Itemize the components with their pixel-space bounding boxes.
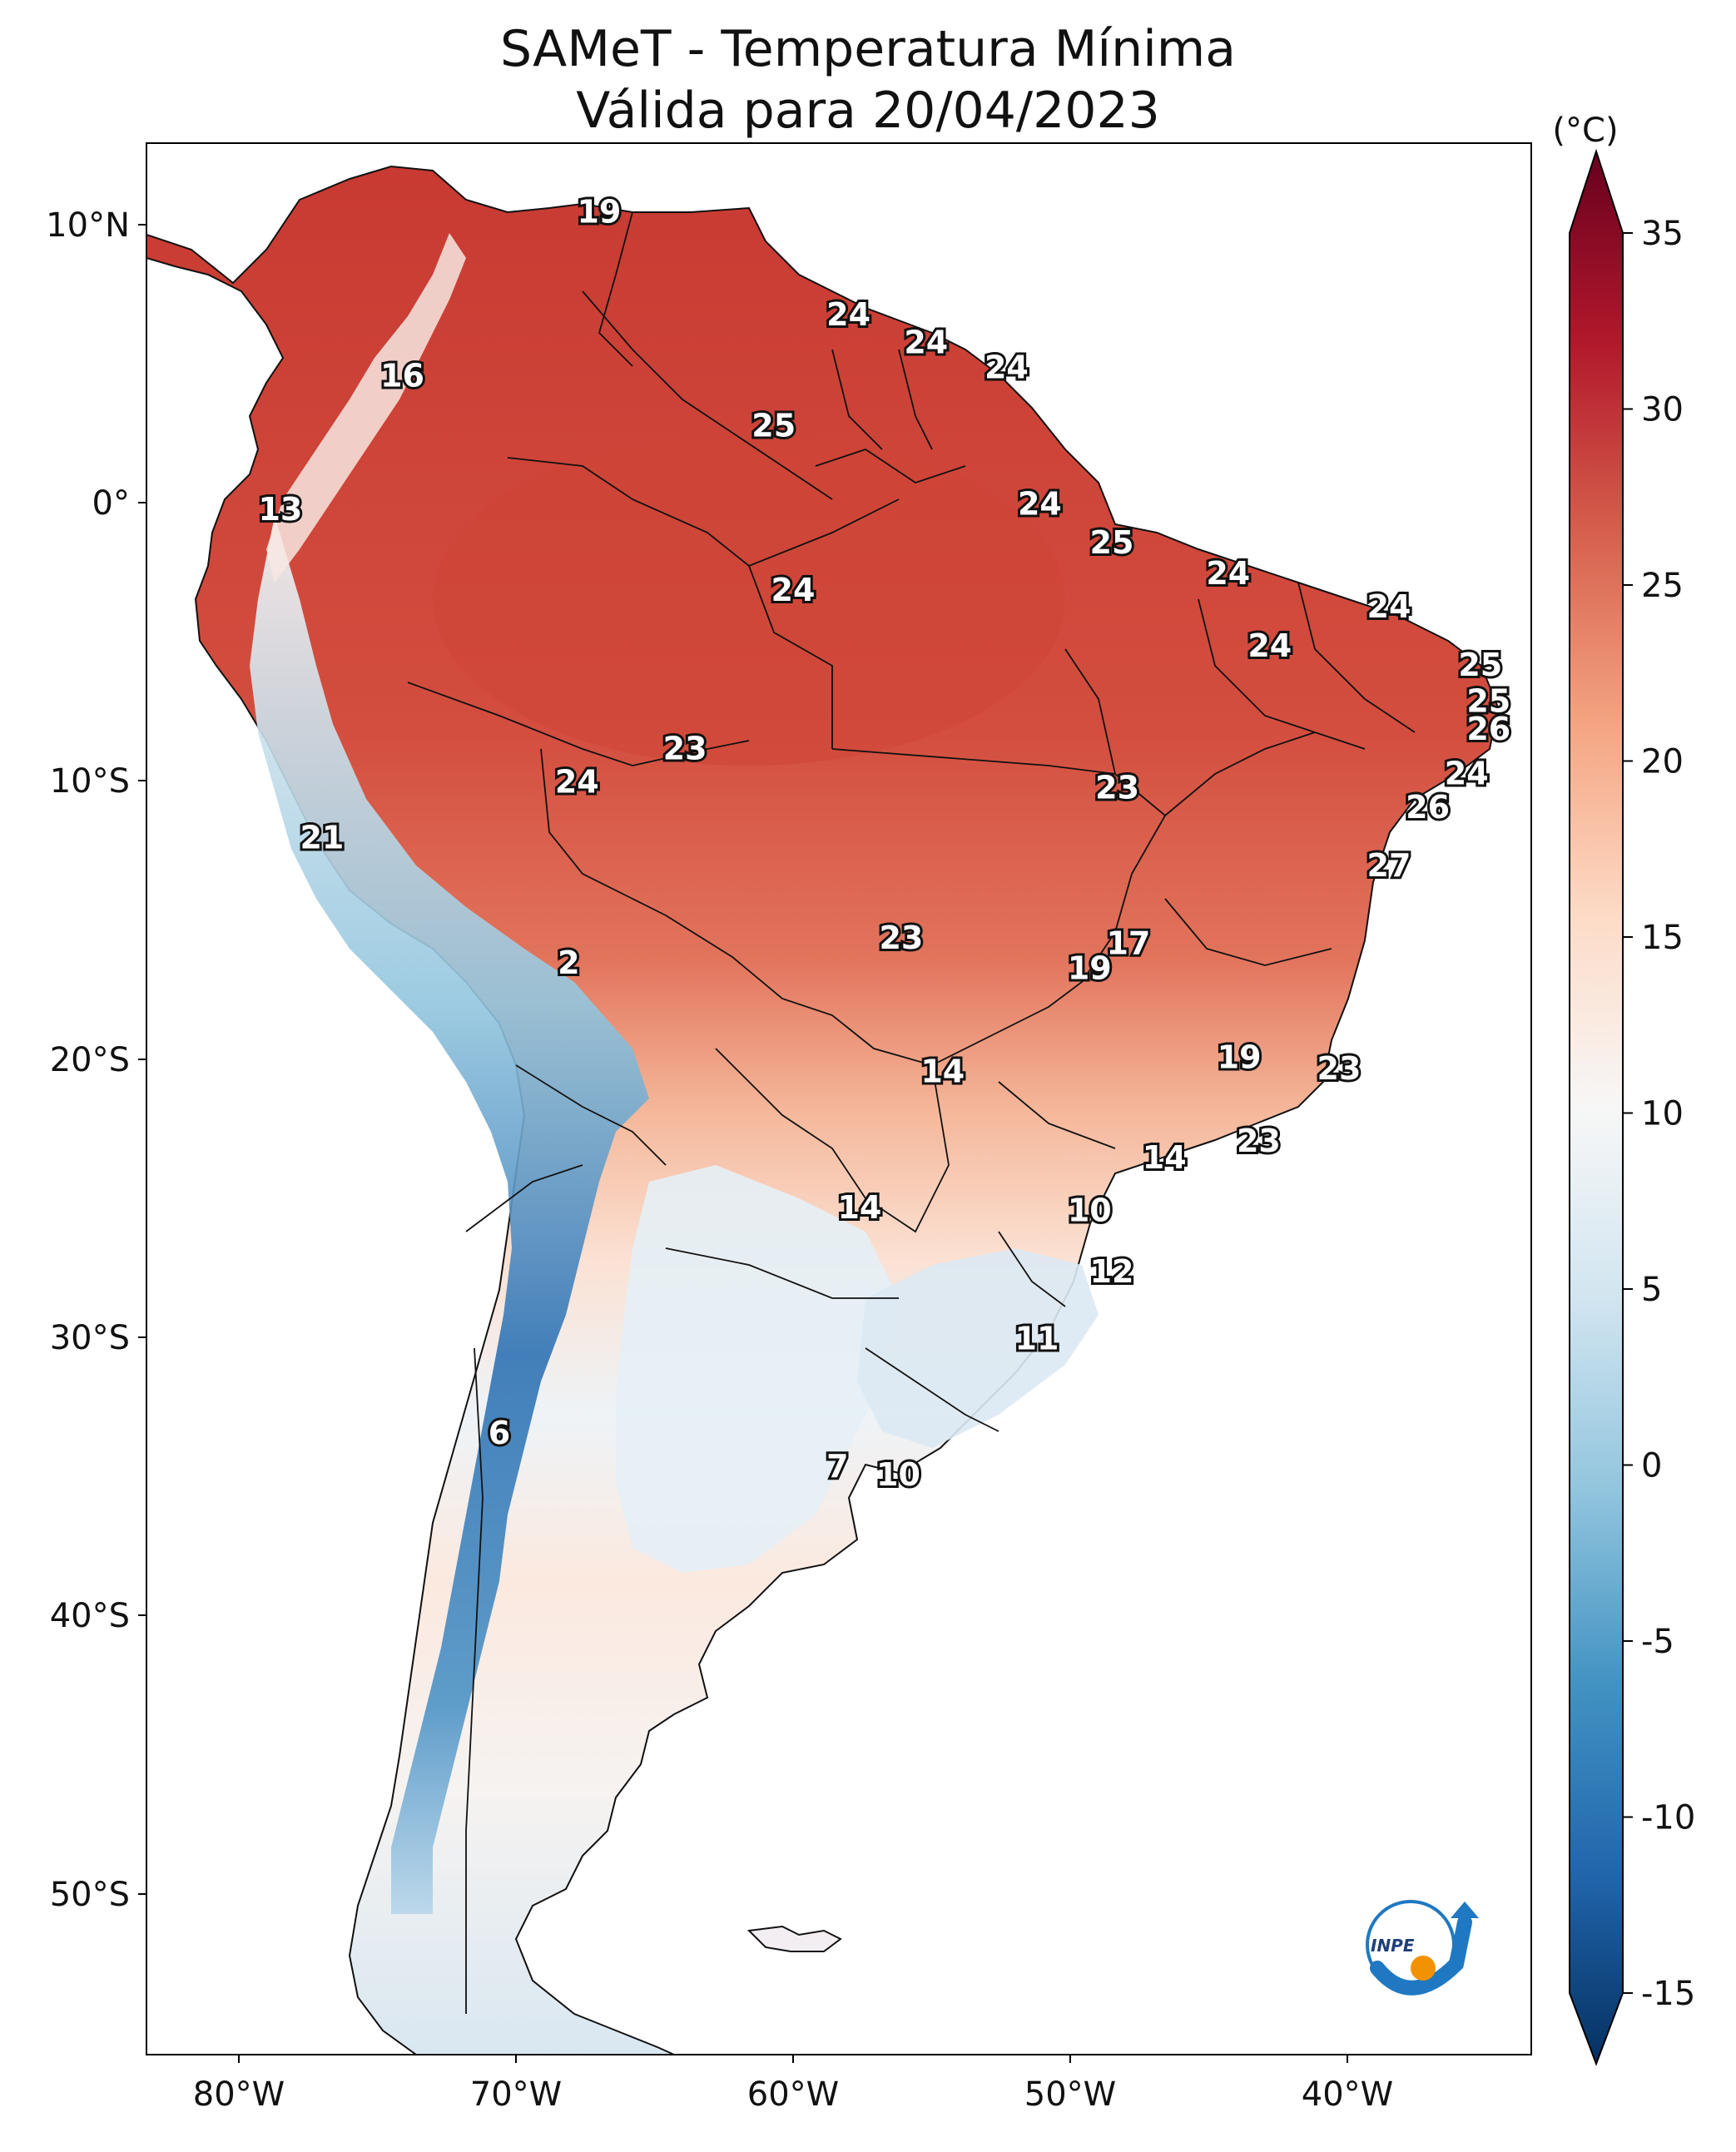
station-temperature-label: 23 — [1237, 1123, 1281, 1159]
station-temperature-label: 14 — [920, 1053, 965, 1089]
station-temperature-label: 2 — [558, 945, 579, 981]
colorbar-tick-label: 0 — [1641, 1447, 1662, 1485]
station-temperature-label: 23 — [663, 731, 707, 767]
title-line-1: SAMeT - Temperatura Mínima — [499, 20, 1237, 78]
station-temperature-label: 24 — [555, 764, 599, 801]
map-title: SAMeT - Temperatura Mínima Válida para 2… — [0, 18, 1736, 141]
station-temperature-label: 25 — [751, 408, 796, 444]
lon-label-80w: 80°W — [193, 2075, 285, 2114]
lat-label-30s: 30°S — [50, 1319, 130, 1357]
station-temperature-label: 26 — [1406, 789, 1450, 826]
lon-label-50w: 50°W — [1024, 2075, 1116, 2114]
station-temperature-label: 23 — [1095, 769, 1139, 806]
colorbar-tick-label: 5 — [1641, 1271, 1662, 1309]
colorbar-body — [1569, 148, 1624, 2066]
lon-label-70w: 70°W — [470, 2075, 562, 2114]
station-temperature-label: 13 — [258, 491, 302, 528]
colorbar-tick-label: -15 — [1641, 1975, 1695, 2013]
colorbar-tick-label: 30 — [1641, 391, 1684, 429]
station-temperature-label: 24 — [826, 296, 870, 333]
station-temperature-label: 23 — [879, 920, 923, 956]
colorbar-tick-label: 25 — [1641, 567, 1684, 605]
station-temperature-label: 7 — [826, 1448, 848, 1485]
lat-label-50s: 50°S — [50, 1876, 130, 1914]
station-temperature-label: 12 — [1090, 1253, 1134, 1290]
station-temperature-label: 23 — [1317, 1050, 1362, 1087]
colorbar-ticks: 35 30 25 20 15 10 5 0 -5 -10 -15 — [1623, 215, 1695, 2013]
station-temperature-label: 24 — [1018, 485, 1062, 522]
station-temperature-label: 14 — [837, 1189, 881, 1226]
station-temperature-label: 25 — [1466, 683, 1510, 720]
southern-brazil-cool-patch — [857, 1248, 1099, 1448]
colorbar: (°C) 35 30 25 20 15 10 5 0 -5 -10 -15 — [1552, 112, 1695, 2066]
falkland-islands — [746, 1925, 842, 1952]
colorbar-unit: (°C) — [1552, 112, 1618, 150]
station-temperature-label: 19 — [1218, 1039, 1262, 1076]
station-temperature-label: 6 — [489, 1415, 510, 1451]
station-temperature-label: 17 — [1106, 925, 1150, 962]
latitude-axis: 10°N 0° 10°S 20°S 30°S 40°S 50°S — [46, 206, 146, 1914]
lon-label-40w: 40°W — [1302, 2075, 1393, 2114]
country-boundaries — [407, 211, 1416, 2014]
station-temperature-label: 24 — [1445, 756, 1489, 792]
lat-label-10n: 10°N — [46, 206, 130, 245]
station-temperature-label: 24 — [904, 324, 948, 360]
lat-label-40s: 40°S — [50, 1597, 130, 1635]
station-temperature-label: 26 — [1466, 711, 1510, 747]
northern-andes-band — [266, 233, 466, 583]
station-temperature-label: 19 — [1068, 950, 1112, 987]
station-temperature-label: 25 — [1090, 524, 1134, 561]
lat-label-0: 0° — [92, 484, 130, 523]
colorbar-tick-label: 35 — [1641, 215, 1684, 253]
inpe-logo: INPE — [1366, 1900, 1479, 1996]
station-temperature-label: 14 — [1143, 1139, 1187, 1176]
colorbar-tick-label: 10 — [1641, 1095, 1684, 1133]
lon-label-60w: 60°W — [747, 2075, 839, 2114]
station-temperature-label: 10 — [876, 1456, 920, 1493]
station-temperature-label: 27 — [1367, 847, 1411, 884]
pampas-cool-patch — [616, 1165, 899, 1573]
station-temperature-label: 16 — [380, 358, 424, 394]
longitude-axis: 80°W 70°W 60°W 50°W 40°W — [193, 2055, 1393, 2114]
station-temperature-label: 24 — [985, 350, 1029, 386]
station-temperature-label: 11 — [1015, 1320, 1059, 1356]
colorbar-tick-label: -5 — [1641, 1623, 1674, 1661]
colorbar-tick-label: 20 — [1641, 743, 1684, 781]
title-line-2: Válida para 20/04/2023 — [576, 82, 1160, 140]
station-temperature-label: 25 — [1458, 647, 1502, 683]
colorbar-tick-label: 15 — [1641, 919, 1684, 957]
station-temperature-label: 24 — [1367, 588, 1411, 625]
colorbar-tick-label: -10 — [1641, 1799, 1695, 1837]
lat-label-20s: 20°S — [50, 1041, 130, 1079]
station-temperature-label: 24 — [1206, 555, 1250, 592]
station-temperature-label: 10 — [1068, 1193, 1112, 1229]
station-temperature-label: 24 — [771, 572, 816, 608]
inpe-logo-text: INPE — [1371, 1936, 1415, 1956]
lat-label-10s: 10°S — [50, 762, 130, 801]
station-temperature-label: 21 — [300, 820, 344, 856]
amazon-warm-region — [433, 433, 1065, 766]
station-temperature-label: 19 — [577, 193, 621, 230]
andes-cold-band — [250, 516, 649, 1914]
station-temperature-label: 24 — [1247, 627, 1292, 664]
